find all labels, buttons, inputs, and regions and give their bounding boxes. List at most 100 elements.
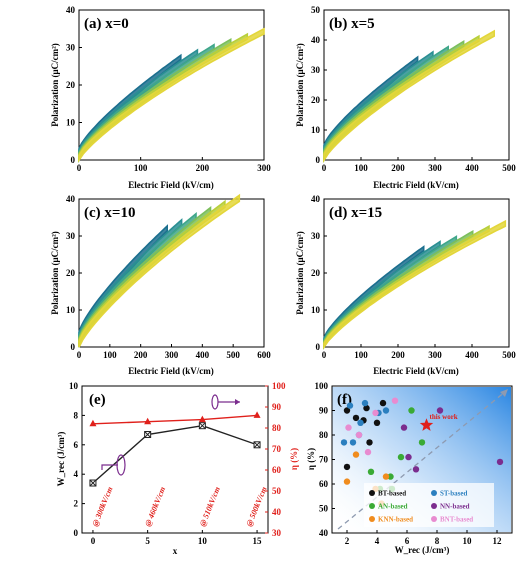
legend-swatch: [369, 490, 375, 496]
y-tick-label: 10: [311, 305, 321, 315]
panel-title: (d) x=15: [329, 205, 382, 221]
scatter-point: [357, 419, 364, 426]
efficiency-point: [144, 417, 152, 425]
y-tick-label: 0: [316, 342, 321, 352]
field-annotation: @ 460kV/cm: [143, 485, 167, 527]
legend-box: [364, 483, 494, 527]
legend-label: BT-based: [378, 490, 406, 498]
y2-axis-label: η (%): [289, 448, 299, 470]
x-axis-label: Electric Field (kV/cm): [373, 366, 458, 376]
x-tick-label: 500: [502, 350, 516, 360]
y-tick-label: 8: [74, 410, 79, 420]
scatter-point: [408, 407, 415, 414]
scatter-point: [345, 424, 352, 431]
hysteresis-loops: [323, 219, 507, 350]
legend: BT-based ST-based AN-based NN-based KNN-base…: [364, 483, 494, 527]
left-arrow-icon: [101, 464, 118, 470]
hysteresis-loops: [78, 193, 241, 348]
y-tick-label: 80: [319, 430, 329, 440]
x-tick-label: 500: [226, 350, 240, 360]
y2-ticks: 30 40 50 60 70 80 90 100: [265, 381, 286, 538]
scatter-point: [355, 431, 363, 439]
scatter-point: [364, 448, 372, 456]
scatter-point: [352, 414, 360, 422]
y-tick-label: 30: [272, 528, 282, 538]
panel-title: (c) x=10: [84, 205, 135, 221]
scatter-point: [352, 451, 360, 458]
x-ticks: 0 100 200 300 400 500: [322, 344, 516, 360]
x-tick-label: 200: [134, 350, 148, 360]
x-tick-label: 100: [134, 163, 148, 173]
y-axis-label: Polarization (μC/cm²): [295, 231, 305, 315]
x-tick-label: 400: [465, 350, 479, 360]
x-tick-label: 100: [354, 163, 368, 173]
y-axis-label: Polarization (μC/cm²): [50, 43, 60, 127]
x-tick-label: 400: [196, 350, 210, 360]
hysteresis-loops: [78, 27, 265, 163]
efficiency-point: [198, 415, 206, 423]
scatter-point: [372, 409, 379, 417]
energy-storage-panel-e: (e) x W_rec (J/cm³) η (%) 0 5 10 15 0 2 4 6 8 10…: [56, 381, 299, 556]
right-axis-ellipse: [211, 394, 219, 410]
x-tick-label: 200: [391, 163, 405, 173]
y-tick-label: 70: [272, 444, 282, 454]
trend-arrow-head: [500, 389, 508, 397]
y-tick-label: 4: [74, 469, 79, 479]
scatter-point: [405, 453, 412, 461]
scatter-point: [387, 473, 394, 480]
y-tick-label: 60: [272, 465, 282, 475]
y-tick-label: 50: [319, 504, 329, 514]
x-ticks: 0 100 200 300 400 500 600: [77, 344, 271, 360]
scatter-point: [391, 397, 399, 404]
field-annotations: @ 300kV/cm @ 460kV/cm @ 510kV/cm @ 500kV/cm: [90, 485, 268, 527]
x-tick-label: 6: [405, 536, 410, 546]
scatter-point: [363, 404, 370, 412]
x-tick-label: 0: [77, 163, 82, 173]
x-tick-label: 300: [257, 163, 271, 173]
y-tick-label: 90: [319, 406, 329, 416]
y-tick-label: 0: [71, 155, 76, 165]
x-tick-label: 4: [375, 536, 380, 546]
y-tick-label: 40: [311, 35, 321, 45]
y-ticks: 0 10 20 30 40: [311, 194, 327, 352]
y-tick-label: 10: [311, 125, 321, 135]
efficiency-point: [253, 411, 261, 418]
legend-label: ST-based: [440, 490, 467, 498]
efficiency-point: [89, 419, 97, 427]
y-tick-label: 30: [66, 43, 76, 53]
scatter-point: [379, 399, 387, 407]
legend-label: AN-based: [378, 503, 408, 511]
plot-frame: [323, 9, 510, 161]
x-ticks: 0 100 200 300 400 500: [322, 157, 516, 173]
wrec-line: [92, 424, 258, 484]
y-tick-label: 50: [311, 5, 321, 15]
x-tick-label: 0: [77, 350, 82, 360]
y-tick-label: 10: [66, 118, 76, 128]
y-tick-label: 20: [311, 268, 321, 278]
y-tick-label: 2: [74, 499, 79, 509]
scatter-point: [373, 419, 381, 426]
y-tick-label: 0: [71, 342, 76, 352]
y-tick-label: 20: [66, 268, 76, 278]
scatter-point: [366, 439, 373, 446]
y-ticks: 40 50 60 70 80 90 100: [315, 381, 335, 538]
panel-title: (e): [89, 392, 106, 408]
panel-title: (b) x=5: [329, 16, 375, 32]
x-tick-label: 2: [345, 536, 350, 546]
x-tick-label: 8: [435, 536, 440, 546]
legend-label: BNT-based: [440, 516, 473, 524]
legend-item: NN-based: [431, 503, 470, 511]
hysteresis-panel-c: (c) x=10 Electric Field (kV/cm) Polariza…: [50, 193, 271, 376]
hysteresis-panel-b: (b) x=5 Electric Field (kV/cm) Polarizat…: [295, 5, 516, 190]
scatter-point: [349, 439, 357, 446]
y-tick-label: 40: [66, 5, 76, 15]
hysteresis-panel-d: (d) x=15 Electric Field (kV/cm) Polariza…: [295, 194, 516, 376]
scatter-point: [397, 453, 405, 461]
y-tick-label: 10: [66, 305, 76, 315]
right-arrow-head: [235, 399, 240, 405]
x-tick-label: 0: [91, 536, 96, 546]
y-tick-label: 30: [311, 65, 321, 75]
x-tick-label: 100: [103, 350, 117, 360]
axis-indicator-arrows: [101, 394, 240, 476]
field-annotation: @ 510kV/cm: [198, 485, 222, 527]
